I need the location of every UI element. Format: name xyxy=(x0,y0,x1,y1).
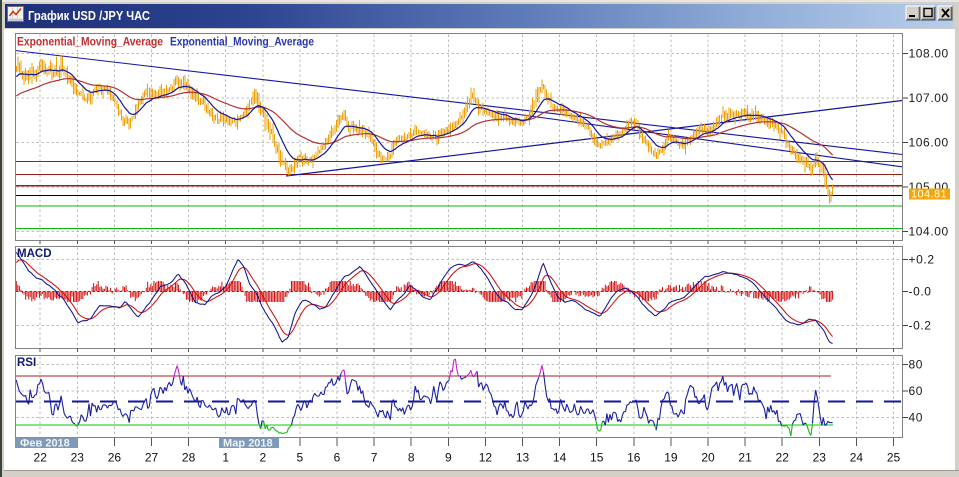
svg-text:Exponential_Moving_Average: Exponential_Moving_Average xyxy=(17,37,163,49)
svg-text:19: 19 xyxy=(664,451,678,465)
svg-text:+0.2: +0.2 xyxy=(909,253,935,267)
svg-text:14: 14 xyxy=(553,451,567,465)
svg-text:104.81: 104.81 xyxy=(911,189,947,201)
svg-text:27: 27 xyxy=(145,451,159,465)
svg-text:22: 22 xyxy=(34,451,48,465)
svg-text:28: 28 xyxy=(182,451,196,465)
svg-text:RSI: RSI xyxy=(17,357,36,369)
svg-text:40: 40 xyxy=(909,411,924,425)
svg-text:16: 16 xyxy=(627,451,641,465)
svg-text:23: 23 xyxy=(813,451,827,465)
svg-text:MACD: MACD xyxy=(17,248,52,260)
svg-text:5: 5 xyxy=(297,451,304,465)
svg-text:80: 80 xyxy=(909,358,924,372)
svg-text:104.00: 104.00 xyxy=(909,225,949,239)
svg-text:2: 2 xyxy=(259,451,266,465)
svg-text:1: 1 xyxy=(222,451,229,465)
svg-text:9: 9 xyxy=(445,451,452,465)
svg-text:21: 21 xyxy=(738,451,752,465)
svg-text:-0.2: -0.2 xyxy=(909,319,932,333)
svg-text:106.00: 106.00 xyxy=(909,136,949,150)
svg-text:7: 7 xyxy=(371,451,378,465)
svg-text:20: 20 xyxy=(701,451,715,465)
svg-text:13: 13 xyxy=(516,451,530,465)
svg-text:107.00: 107.00 xyxy=(909,91,949,105)
svg-text:108.00: 108.00 xyxy=(909,47,949,61)
svg-text:25: 25 xyxy=(887,451,901,465)
svg-text:22: 22 xyxy=(776,451,790,465)
svg-text:Фев 2018: Фев 2018 xyxy=(20,438,70,450)
svg-text:12: 12 xyxy=(479,451,493,465)
svg-text:60: 60 xyxy=(909,384,924,398)
svg-text:23: 23 xyxy=(71,451,85,465)
svg-text:Exponential_Moving_Average: Exponential_Moving_Average xyxy=(170,37,314,49)
svg-text:8: 8 xyxy=(408,451,415,465)
svg-text:-0.0: -0.0 xyxy=(909,285,932,299)
svg-text:15: 15 xyxy=(590,451,604,465)
svg-text:26: 26 xyxy=(108,451,122,465)
svg-text:6: 6 xyxy=(334,451,341,465)
svg-text:Мар 2018: Мар 2018 xyxy=(223,438,273,450)
svg-text:График USD /JPY ЧАС: График USD /JPY ЧАС xyxy=(28,9,150,23)
svg-text:24: 24 xyxy=(850,451,864,465)
